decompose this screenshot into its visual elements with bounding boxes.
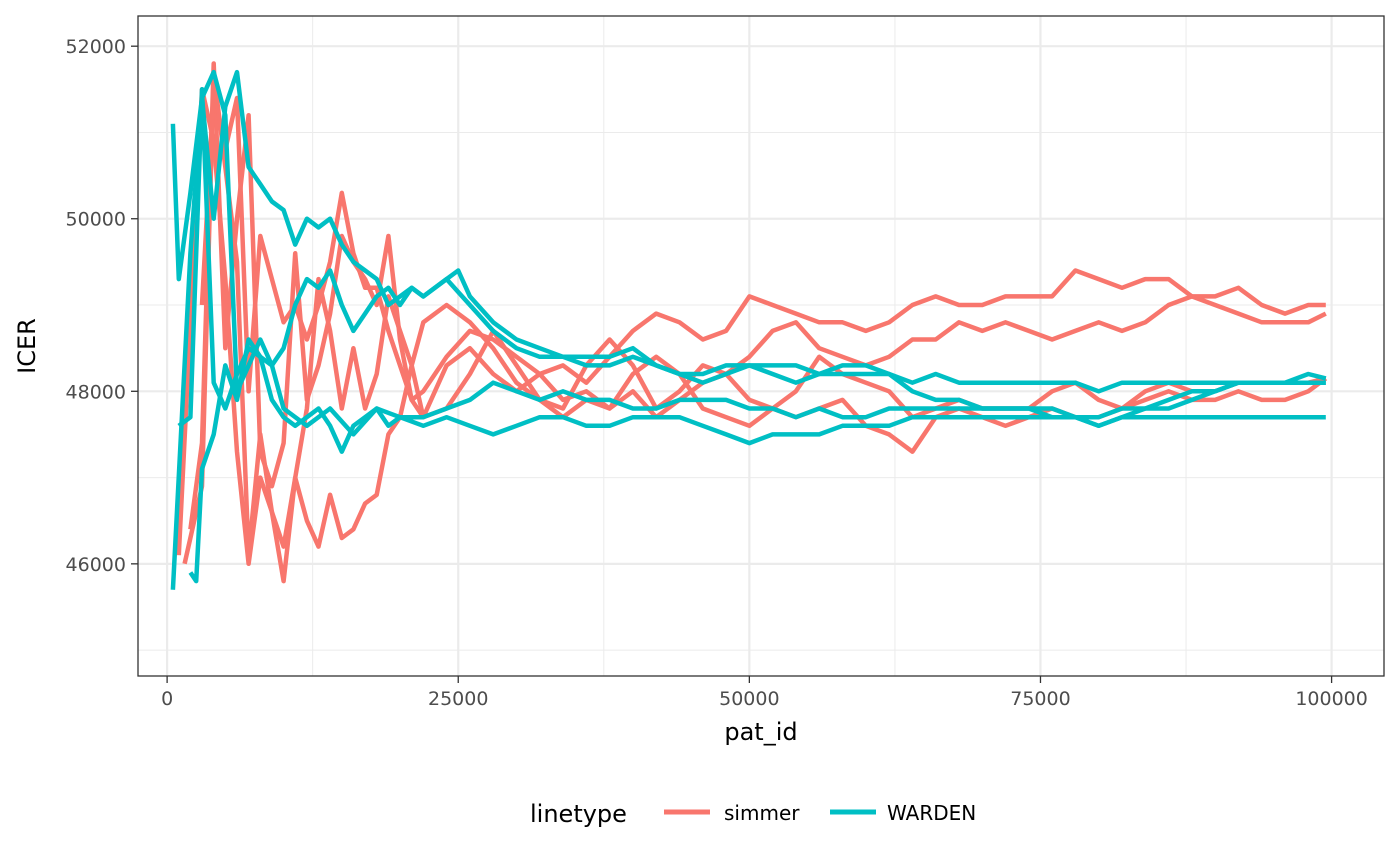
- x-tick-label: 25000: [428, 688, 488, 710]
- series-line-warden-7: [170, 69, 1327, 590]
- x-tick-label: 75000: [1010, 688, 1070, 710]
- y-axis: 46000 48000 50000 52000: [66, 36, 138, 576]
- y-tick-label: 52000: [66, 36, 126, 58]
- y-tick-label: 46000: [66, 554, 126, 576]
- y-axis-title: ICER: [13, 318, 41, 374]
- y-tick-label: 50000: [66, 209, 126, 231]
- legend-label-warden: WARDEN: [887, 801, 976, 825]
- series-lines: [170, 61, 1328, 590]
- legend-title: linetype: [530, 800, 627, 828]
- x-axis-title: pat_id: [724, 718, 797, 746]
- series-line-simmer-3: [199, 87, 1326, 403]
- series-line-warden-8: [188, 337, 1326, 584]
- legend-label-simmer: simmer: [724, 801, 800, 825]
- legend: linetype simmer WARDEN: [530, 800, 976, 828]
- x-tick-label: 100000: [1295, 688, 1368, 710]
- x-tick-label: 50000: [719, 688, 779, 710]
- series-line-simmer-4: [182, 69, 1327, 584]
- panel-border: [137, 15, 1385, 677]
- x-tick-label: 0: [161, 688, 173, 710]
- y-tick-label: 48000: [66, 381, 126, 403]
- series-line-warden-5: [170, 69, 1326, 394]
- x-axis: 0 25000 50000 75000 100000: [161, 676, 1368, 710]
